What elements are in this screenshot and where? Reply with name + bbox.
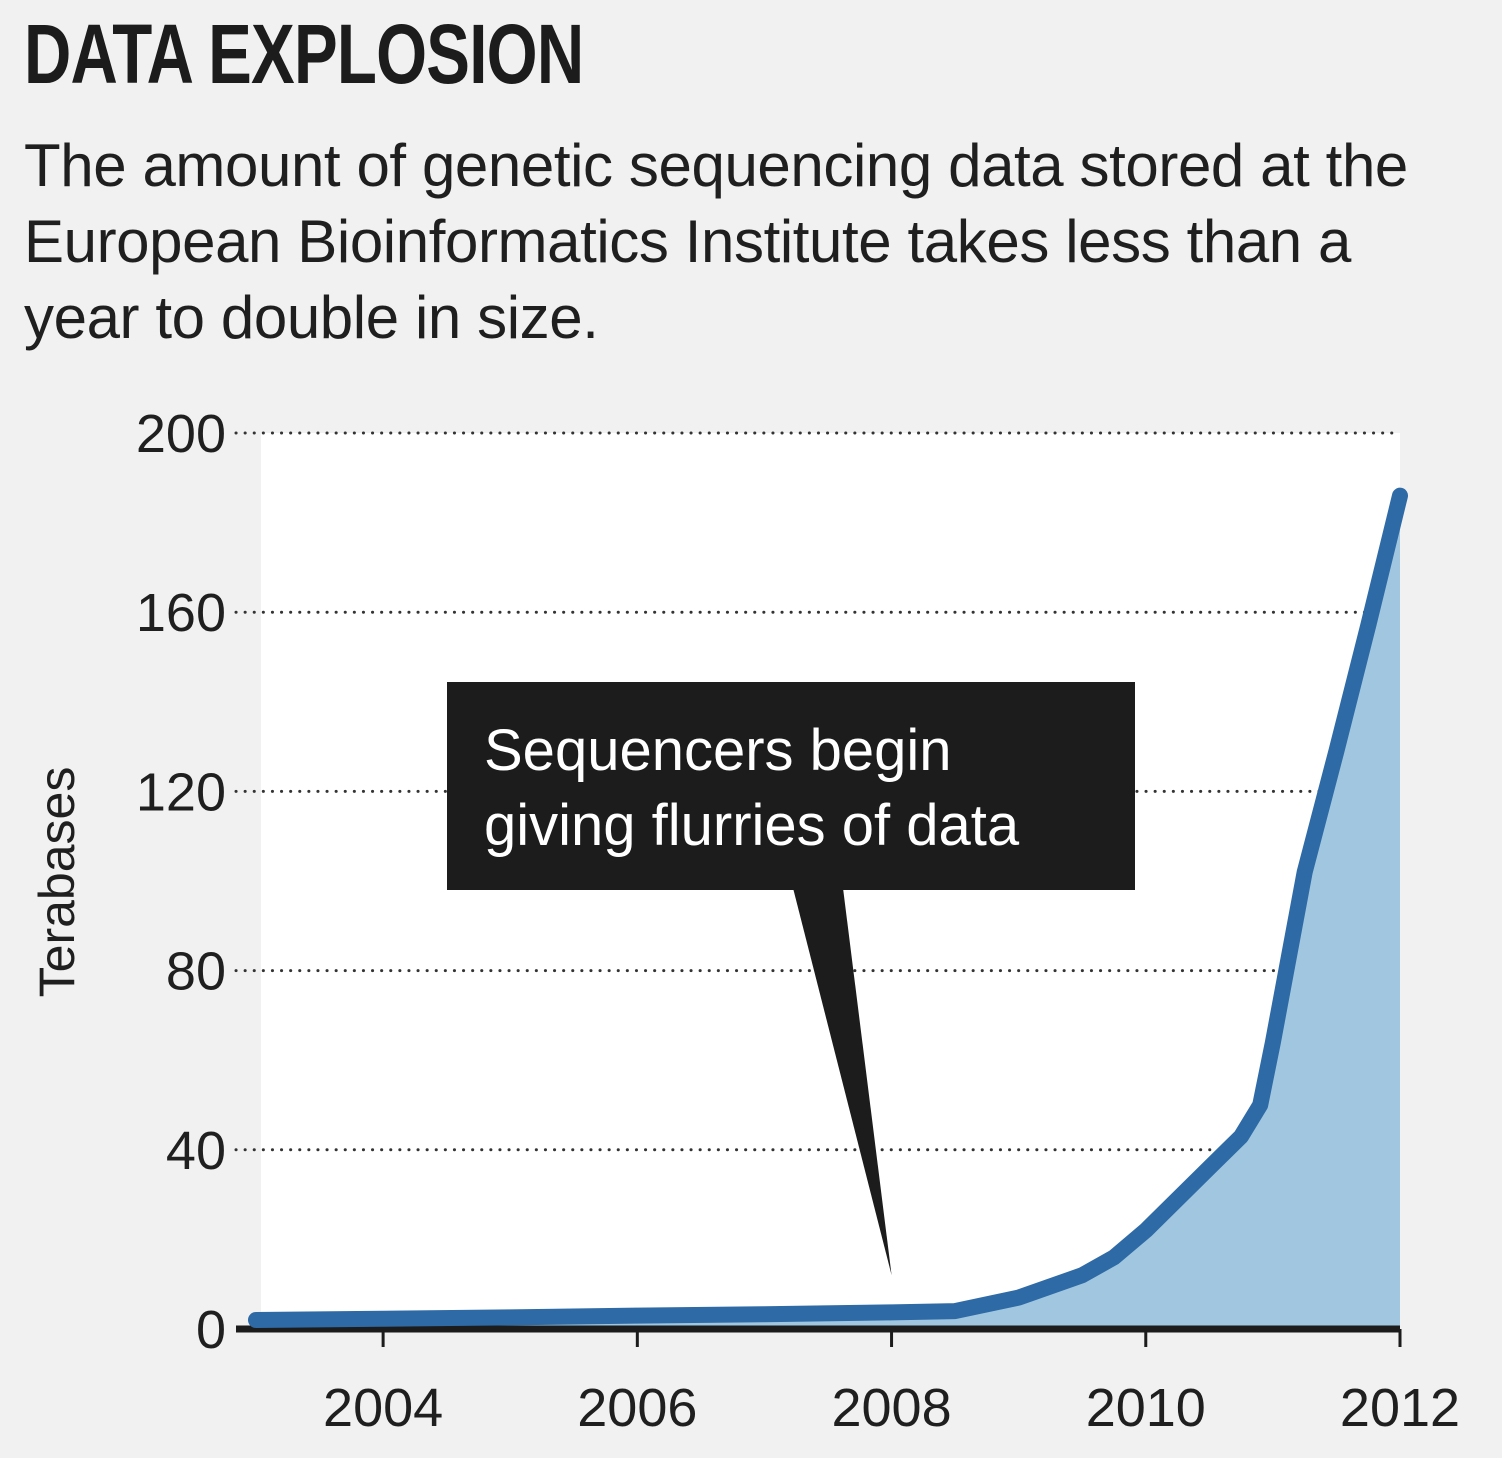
x-tick-label: 2008 bbox=[831, 1378, 951, 1438]
y-axis-title: Terabases bbox=[29, 767, 85, 998]
y-tick-label: 120 bbox=[136, 762, 226, 822]
chart-title: DATA EXPLOSION bbox=[24, 7, 584, 101]
x-tick-label: 2004 bbox=[323, 1378, 443, 1438]
x-tick-label: 2010 bbox=[1086, 1378, 1206, 1438]
annotation-callout: Sequencers begin giving flurries of data bbox=[447, 682, 1135, 1276]
axes bbox=[236, 1325, 1402, 1347]
x-axis-tick-labels: 2004 2006 2008 2010 2012 bbox=[323, 1378, 1460, 1438]
x-tick-label: 2012 bbox=[1340, 1378, 1460, 1438]
annotation-text-line-2: giving flurries of data bbox=[484, 793, 1020, 858]
x-tick-label: 2006 bbox=[577, 1378, 697, 1438]
series-area-fill bbox=[256, 495, 1400, 1329]
annotation-text-line-1: Sequencers begin bbox=[484, 718, 952, 783]
series-line bbox=[248, 487, 1408, 1328]
y-tick-label: 0 bbox=[196, 1300, 226, 1360]
y-axis-tick-labels: 0 40 80 120 160 200 bbox=[136, 404, 226, 1360]
y-tick-label: 80 bbox=[166, 942, 226, 1002]
chart-subtitle: The amount of genetic sequencing data st… bbox=[24, 132, 1408, 351]
y-tick-label: 160 bbox=[136, 583, 226, 643]
y-tick-label: 200 bbox=[136, 404, 226, 464]
annotation-pointer bbox=[793, 888, 892, 1276]
annotation-box bbox=[447, 682, 1135, 890]
y-tick-label: 40 bbox=[166, 1121, 226, 1181]
